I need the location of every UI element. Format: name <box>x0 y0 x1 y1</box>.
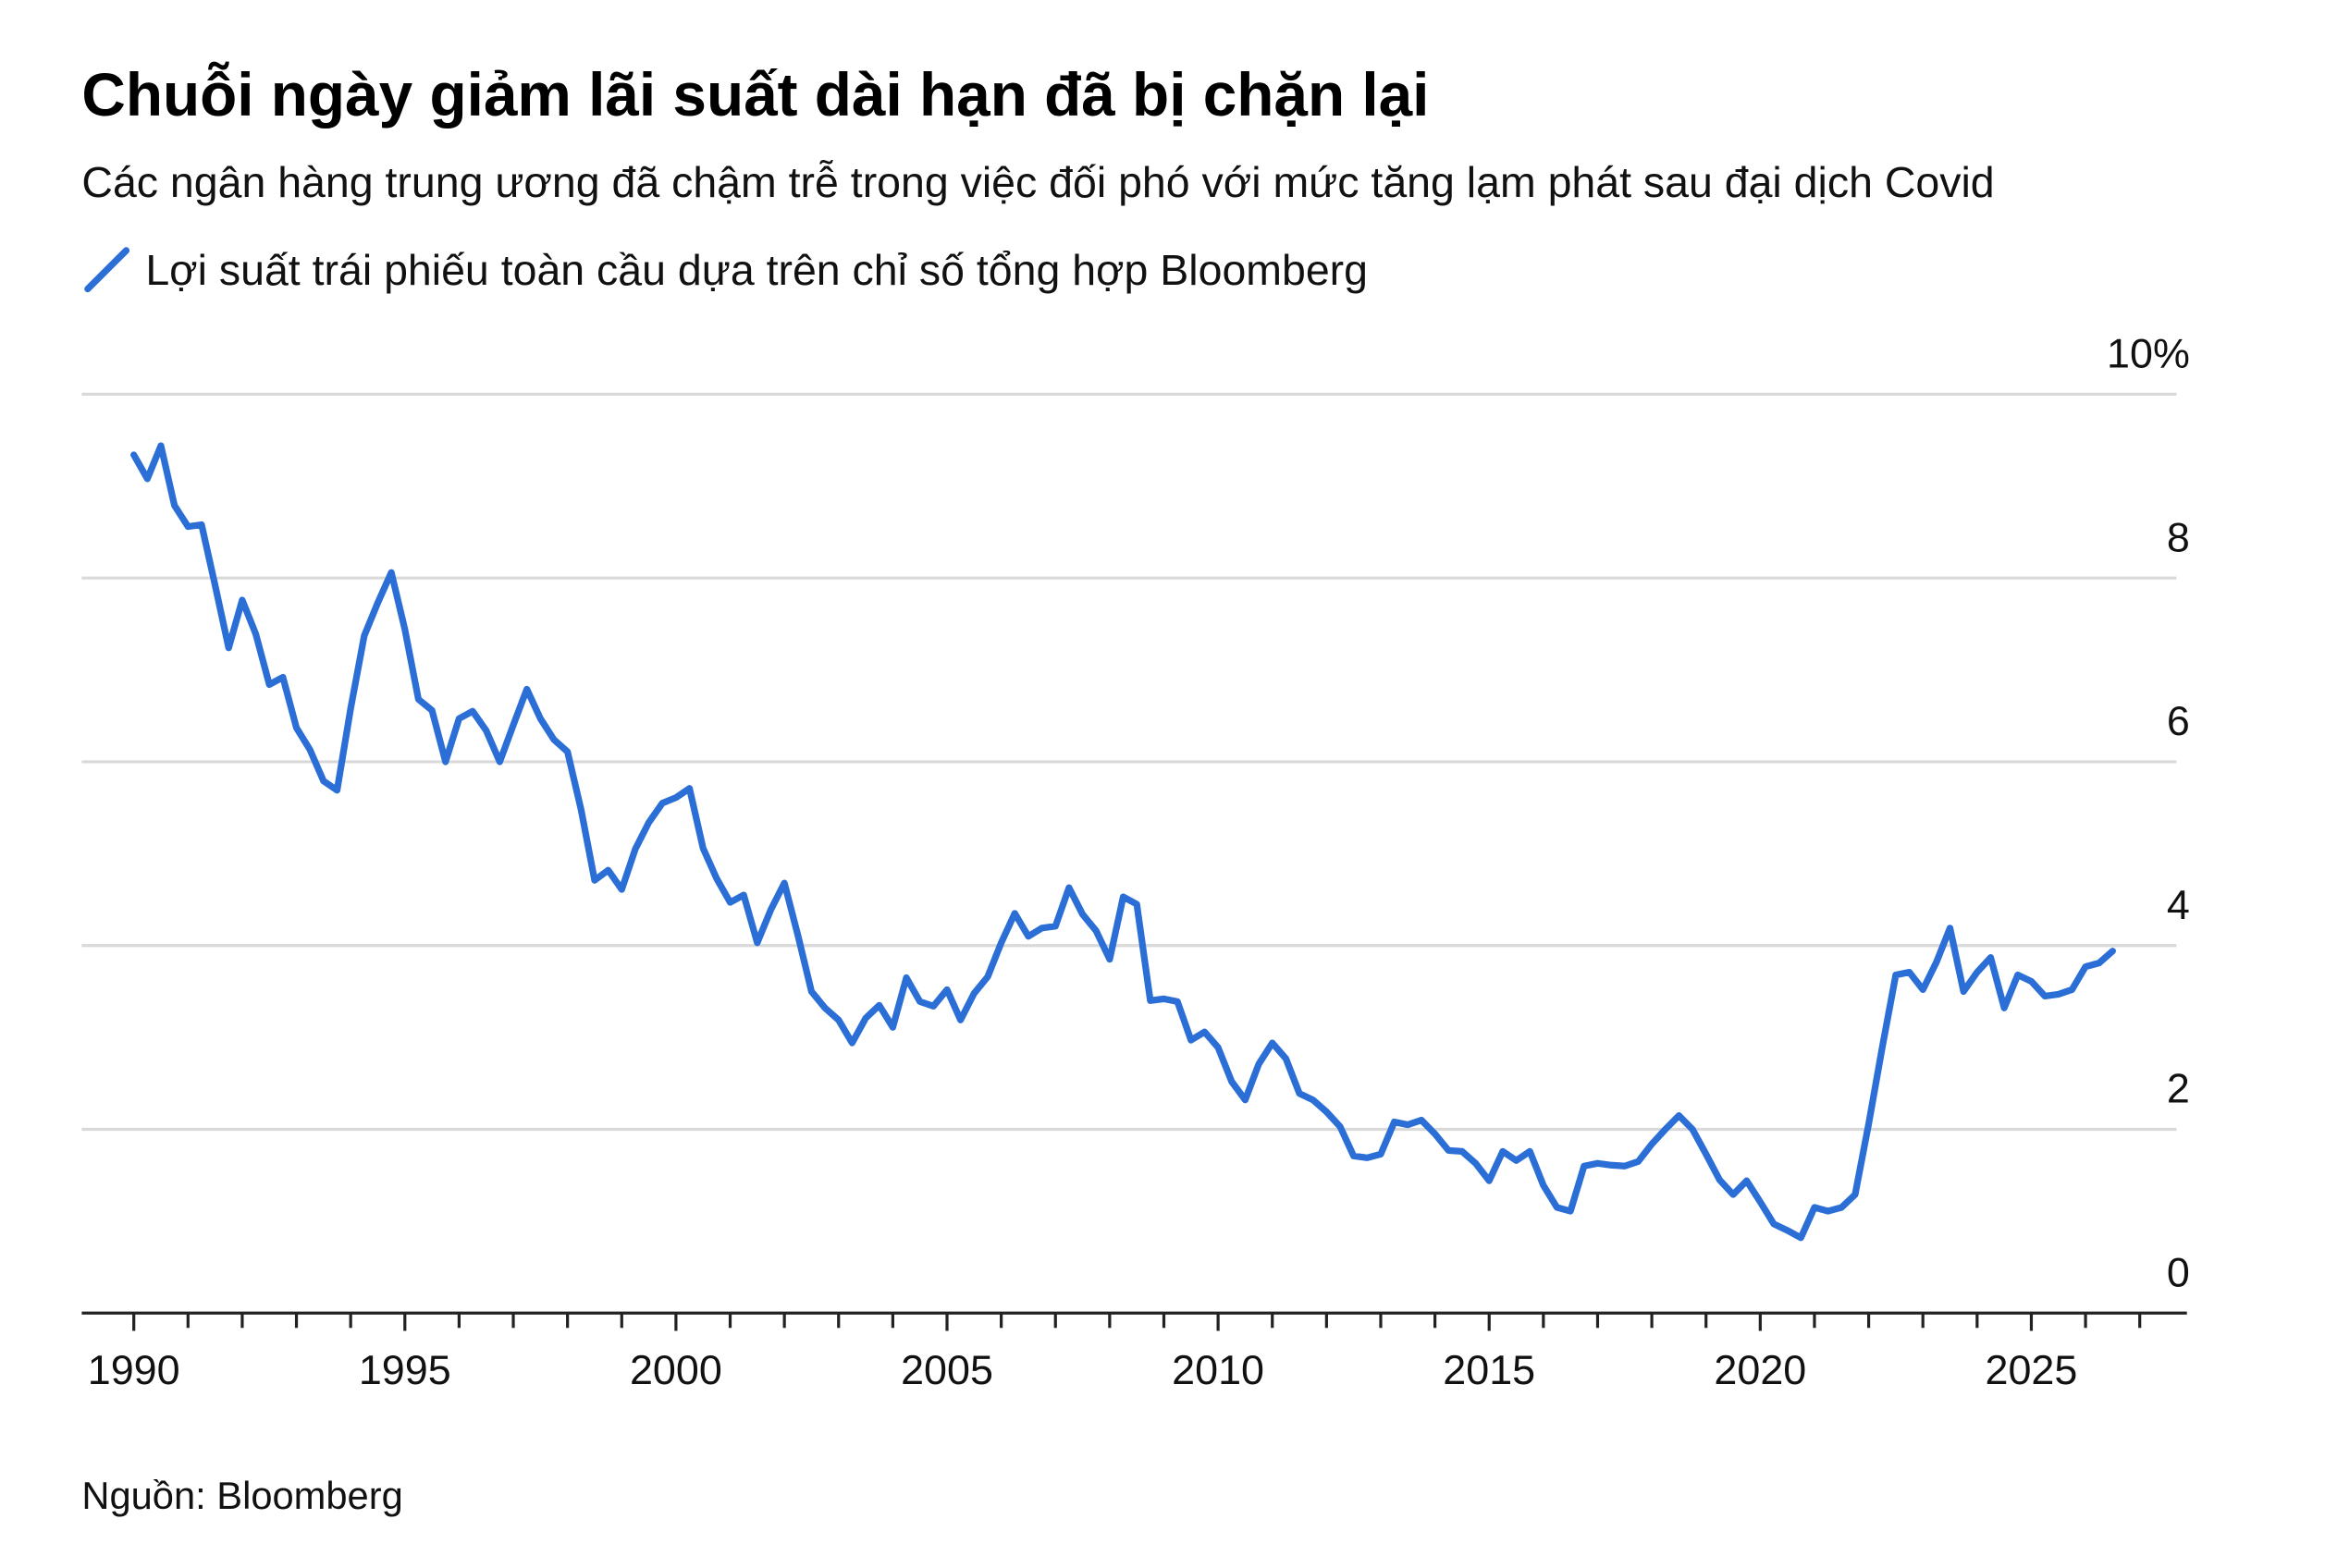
chart-title: Chuỗi ngày giảm lãi suất dài hạn đã bị c… <box>81 61 1429 129</box>
y-tick-label: 2 <box>2167 1065 2190 1112</box>
x-tick-label: 2010 <box>1172 1346 1264 1393</box>
source: Nguồn: Bloomberg <box>81 1474 402 1517</box>
y-tick-label: 8 <box>2167 513 2190 560</box>
y-tick-label: 10% <box>2107 330 2190 377</box>
x-tick-label: 2020 <box>1714 1346 1806 1393</box>
x-tick-label: 2005 <box>901 1346 993 1393</box>
x-tick-label: 1995 <box>359 1346 451 1393</box>
chart-subtitle: Các ngân hàng trung ương đã chậm trễ tro… <box>81 158 1994 206</box>
legend-label: Lợi suất trái phiếu toàn cầu dựa trên ch… <box>145 246 1368 294</box>
y-tick-label: 0 <box>2167 1248 2190 1295</box>
y-tick-label: 4 <box>2167 881 2190 928</box>
y-tick-label: 6 <box>2167 697 2190 744</box>
x-tick-label: 2015 <box>1443 1346 1535 1393</box>
x-tick-label: 1990 <box>88 1346 180 1393</box>
data-line <box>130 442 2116 1242</box>
x-tick-label: 2025 <box>1986 1346 2078 1393</box>
legend-swatch <box>84 247 130 293</box>
x-tick-label: 2000 <box>630 1346 722 1393</box>
